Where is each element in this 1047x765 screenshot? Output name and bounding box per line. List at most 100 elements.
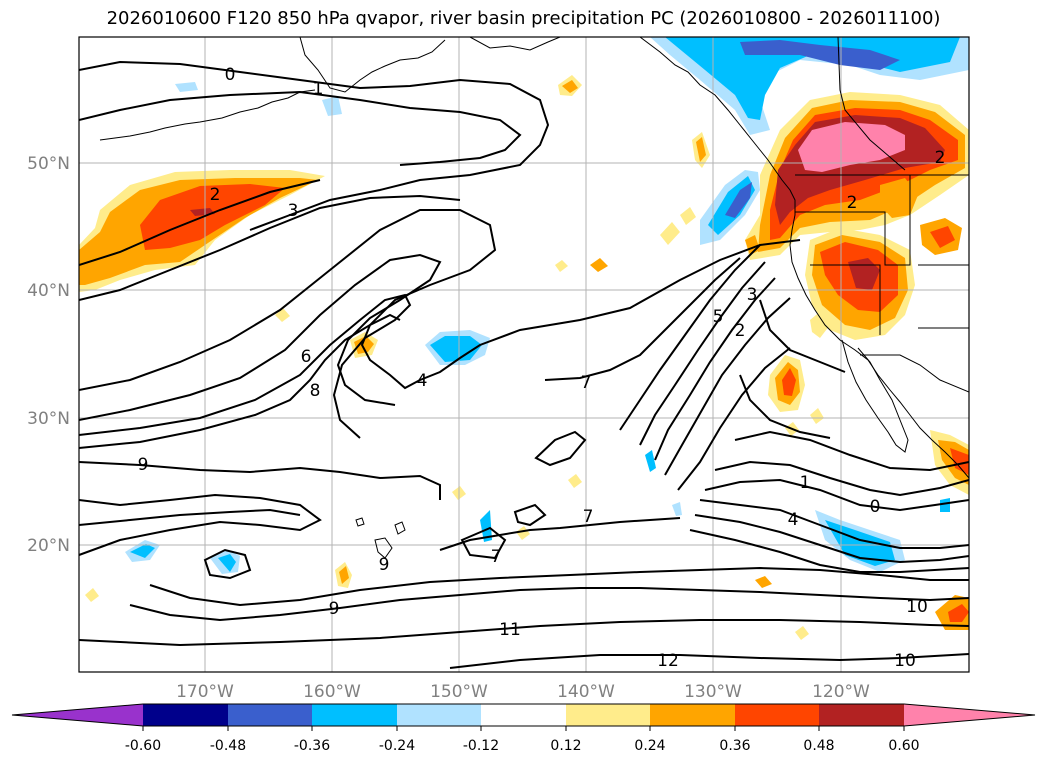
shade-negative-small-b <box>480 510 492 542</box>
colorbar-label-2: -0.36 <box>294 738 330 754</box>
contour-3-west <box>79 194 461 301</box>
lon-label-170w: 170°W <box>176 682 234 702</box>
island-hawaii-1 <box>374 537 393 559</box>
contour-ne-b <box>739 374 831 439</box>
shade-positive-small-13 <box>516 526 530 540</box>
contour-6-east <box>689 529 969 573</box>
contour-9-c <box>79 508 301 526</box>
lon-label-120w: 120°W <box>812 682 870 702</box>
colorbar-label-4: -0.12 <box>463 738 499 754</box>
contour-label-7-mid: 7 <box>581 373 592 393</box>
contour-label-0-nw: 0 <box>225 65 236 85</box>
shade-negative-subtrop-e-core <box>825 520 895 566</box>
contour-0-east <box>704 478 969 512</box>
colorbar-label-6: 0.24 <box>634 738 665 754</box>
shade-positive-mex-core <box>950 448 969 475</box>
map-content: 0 2 3 6 8 4 7 9 9 9 7 7 11 12 5 2 3 1 0 … <box>79 37 969 672</box>
contour-label-8: 8 <box>310 381 321 401</box>
lat-label-50n: 50°N <box>27 154 70 174</box>
contour-1-north <box>79 90 522 166</box>
border-state-1 <box>795 175 911 266</box>
graticule <box>79 37 969 672</box>
contour-trough-3 <box>654 277 776 461</box>
lon-label-140w: 140°W <box>557 682 615 702</box>
border-alaska-canada <box>837 37 906 171</box>
contour-label-2-w: 2 <box>210 185 221 205</box>
contour-9-a <box>79 461 441 500</box>
contour-label-2-ne2: 2 <box>847 193 858 213</box>
contour-label-6: 6 <box>301 347 312 367</box>
colorbar-label-3: -0.24 <box>379 738 415 754</box>
colorbar-segment-5 <box>481 704 566 726</box>
shade-positive-small-19 <box>810 310 830 338</box>
shade-positive-nv <box>880 178 918 218</box>
colorbar-extend-high <box>904 704 1035 726</box>
contour-4-tongue <box>79 209 801 391</box>
contour-ne-a <box>759 299 846 373</box>
shade-negative-small-a <box>645 450 656 472</box>
contour-1-east <box>714 460 969 497</box>
shade-positive-small-18 <box>795 626 809 640</box>
contour-island-2 <box>460 526 507 560</box>
contour-label-2-trough: 2 <box>735 321 746 341</box>
shade-positive-small-4 <box>660 222 680 245</box>
contour-0-north <box>79 60 550 231</box>
lon-label-150w: 150°W <box>430 682 488 702</box>
colorbar-ticks <box>142 726 905 731</box>
colorbar-segment-8 <box>735 704 819 726</box>
island-hawaii-3 <box>355 517 365 527</box>
contour-island-1 <box>534 430 587 467</box>
contour-trough-2 <box>639 261 766 446</box>
contour-5-east <box>694 514 969 564</box>
coast-gulf-alaska <box>469 37 561 51</box>
colorbar-segment-9 <box>819 704 904 726</box>
colorbar-label-0: -0.60 <box>125 738 161 754</box>
shade-negative-w-2-core <box>218 554 236 572</box>
coast-aleutians <box>99 89 316 141</box>
contour-label-2-ne: 2 <box>935 148 946 168</box>
coast-alaska-peninsula <box>299 37 446 93</box>
colorbar: -0.60 -0.48 -0.36 -0.24 -0.12 0.12 0.24 … <box>11 703 1036 754</box>
colorbar-label-5: 0.12 <box>550 738 581 754</box>
contour-label-7-s: 7 <box>491 547 502 567</box>
lat-axis: 50°N 40°N 30°N 20°N <box>27 154 70 556</box>
shade-negative-nw-deep <box>740 40 900 70</box>
contour-8 <box>79 313 401 449</box>
colorbar-label-7: 0.36 <box>719 738 750 754</box>
contour-label-1-ak: 1 <box>313 79 324 99</box>
colorbar-label-1: -0.48 <box>210 738 246 754</box>
shade-negative-bc-deep <box>725 182 752 218</box>
coastlines <box>99 37 969 559</box>
shade-positive-small-8 <box>590 258 608 272</box>
shade-negative-top <box>175 82 198 92</box>
coast-baja <box>841 339 909 453</box>
colorbar-segment-2 <box>228 704 312 726</box>
contour-label-0-e: 0 <box>870 497 881 517</box>
qvapor-contours <box>79 60 969 669</box>
contour-island-4 <box>203 548 252 580</box>
contour-label-5: 5 <box>713 307 724 327</box>
shade-positive-small-17 <box>755 576 772 588</box>
contour-label-11: 11 <box>499 620 521 640</box>
shade-positive-ne2-core <box>930 226 955 248</box>
contour-label-4-mid: 4 <box>417 371 428 391</box>
lat-label-20n: 20°N <box>27 536 70 556</box>
contour-label-9-s: 9 <box>329 599 340 619</box>
contour-label-1-e: 1 <box>800 473 811 493</box>
border-state-2 <box>810 264 881 335</box>
contour-4-east <box>699 499 969 549</box>
colorbar-segment-7 <box>650 704 735 726</box>
contour-label-10-se: 10 <box>894 651 916 671</box>
contour-trough-4 <box>664 297 791 476</box>
shade-negative-w-1-core <box>130 544 155 558</box>
contour-9-south <box>129 587 969 622</box>
shade-positive-ca-core <box>848 258 880 290</box>
contour-label-9-hawaii: 9 <box>379 555 390 575</box>
contour-label-7-e: 7 <box>583 507 594 527</box>
shade-positive-mex-mid <box>938 440 969 485</box>
colorbar-label-9: 0.60 <box>888 738 919 754</box>
shade-negative-small-d <box>940 498 950 512</box>
contour-label-9-w: 9 <box>138 455 149 475</box>
contour-11-south <box>79 619 969 647</box>
